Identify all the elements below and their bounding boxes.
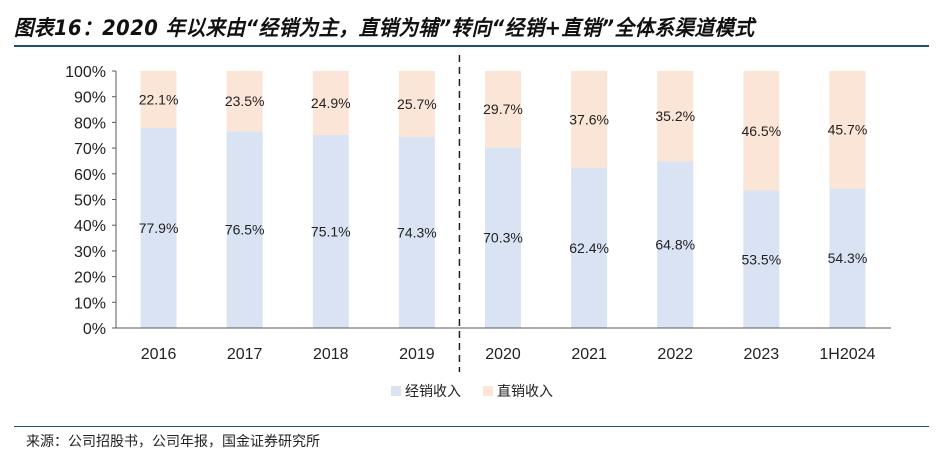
bar-distribution (312, 134, 349, 328)
data-label-direct: 24.9% (311, 95, 351, 111)
x-tick-label: 2018 (313, 346, 349, 363)
x-tick-label: 2020 (485, 346, 521, 363)
y-tick-label: 20% (74, 270, 106, 287)
y-tick-label: 60% (74, 167, 106, 184)
data-label-distribution: 77.9% (139, 220, 179, 236)
legend-swatch-distribution (391, 386, 401, 396)
data-label-distribution: 76.5% (225, 222, 265, 238)
legend-swatch-direct (483, 386, 493, 396)
y-tick-label: 30% (74, 244, 106, 261)
bar-distribution (226, 131, 263, 328)
stacked-bar-chart: 77.9% 22.1% 2016 76.5% 23.5% 2017 75.1% 24.9% 20… (65, 55, 891, 372)
data-label-direct: 23.5% (225, 93, 265, 109)
data-label-distribution: 70.3% (483, 230, 523, 246)
data-label-direct: 22.1% (139, 91, 179, 107)
legend-item-direct: 直销收入 (483, 381, 553, 401)
bar-direct (571, 71, 608, 168)
bar-direct (226, 71, 263, 132)
legend-label-direct: 直销收入 (497, 383, 553, 399)
data-label-direct: 35.2% (655, 108, 695, 124)
bar-direct (398, 71, 435, 138)
x-tick-label: 2021 (571, 346, 607, 363)
legend-label-distribution: 经销收入 (405, 383, 461, 399)
x-tick-label: 2019 (399, 346, 435, 363)
data-label-distribution: 62.4% (569, 240, 609, 256)
data-label-direct: 45.7% (828, 122, 868, 138)
data-label-distribution: 75.1% (311, 223, 351, 239)
data-label-distribution: 53.5% (741, 251, 781, 267)
bar-direct (743, 71, 780, 191)
bar-direct (140, 71, 177, 128)
data-label-direct: 25.7% (397, 96, 437, 112)
data-label-direct: 29.7% (483, 101, 523, 117)
bar-distribution (829, 188, 866, 328)
bar-distribution (140, 127, 177, 328)
y-tick-label: 80% (74, 115, 106, 132)
x-tick-label: 2023 (744, 346, 780, 363)
y-tick-label: 50% (74, 193, 106, 210)
x-tick-label: 2022 (657, 346, 693, 363)
bar-direct (657, 71, 694, 162)
y-tick-label: 0% (83, 321, 106, 338)
data-label-distribution: 64.8% (655, 237, 695, 253)
bar-distribution (657, 161, 694, 328)
legend: 经销收入 直销收入 (0, 381, 944, 401)
y-tick-label: 100% (65, 64, 106, 81)
bar-distribution (485, 147, 521, 328)
y-tick-label: 70% (74, 141, 106, 158)
bar-distribution (571, 167, 608, 328)
chart-title: 图表16：2020 年以来由“经销为主，直销为辅”转向“经销+直销”全体系渠道模… (14, 16, 755, 40)
data-label-direct: 46.5% (741, 123, 781, 139)
legend-item-distribution: 经销收入 (391, 381, 461, 401)
source-rule (14, 426, 929, 427)
bar-direct (485, 71, 521, 148)
source-note: 来源：公司招股书，公司年报，国金证券研究所 (26, 434, 320, 450)
title-rule (14, 45, 929, 47)
data-label-direct: 37.6% (569, 111, 609, 127)
x-tick-label: 2017 (227, 346, 263, 363)
data-label-distribution: 54.3% (828, 250, 868, 266)
data-label-distribution: 74.3% (397, 225, 437, 241)
bar-distribution (743, 190, 780, 328)
x-tick-label: 1H2024 (819, 346, 875, 363)
y-tick-label: 10% (74, 295, 106, 312)
bar-direct (312, 71, 349, 135)
bar-distribution (398, 137, 435, 328)
bar-direct (829, 71, 866, 189)
y-tick-label: 40% (74, 218, 106, 235)
x-tick-label: 2016 (141, 346, 177, 363)
y-tick-label: 90% (74, 90, 106, 107)
